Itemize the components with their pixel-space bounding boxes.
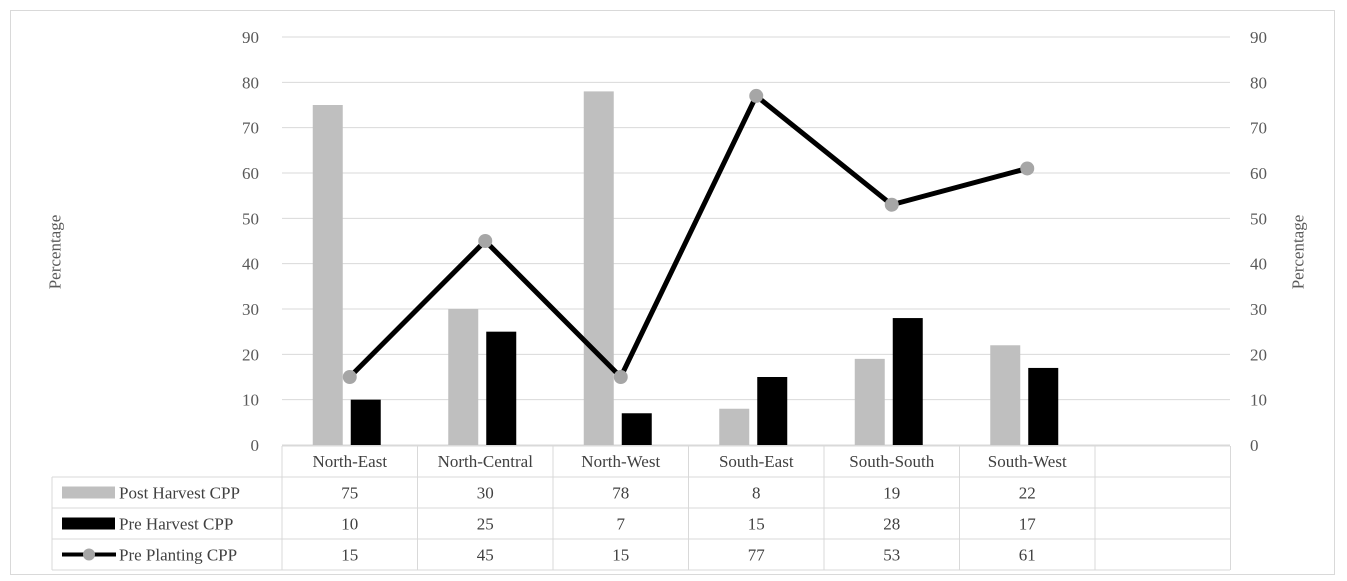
x-tick-label: South-West [988,452,1067,471]
bar-post-harvest [854,358,885,445]
bar-pre-harvest [350,399,381,445]
y-tick-label-right: 20 [1250,345,1267,364]
table-value: 75 [341,484,358,503]
point-pre-planting [613,370,628,384]
table-value: 77 [748,546,766,565]
bar-post-harvest [719,408,750,445]
y-tick-label-right: 30 [1250,300,1267,319]
table-value: 8 [752,484,761,503]
bar-pre-harvest [1028,367,1059,445]
bar-pre-harvest [757,377,788,445]
legend-key-post-harvest [62,486,115,499]
y-tick-label-right: 40 [1250,255,1267,274]
bar-pre-harvest [892,318,923,445]
point-pre-planting [1020,161,1035,176]
table-value: 22 [1019,484,1036,503]
y-tick-label-left: 50 [242,209,259,228]
table-value: 17 [1019,515,1037,534]
table-value: 10 [341,515,358,534]
table-value: 25 [477,515,494,534]
y-tick-label-right: 0 [1250,436,1259,455]
y-tick-label-left: 0 [251,436,260,455]
chart-frame [10,10,1335,575]
bar-post-harvest [990,345,1021,445]
bar-pre-harvest [621,413,652,445]
y-tick-label-right: 50 [1250,209,1267,228]
table-value: 78 [612,484,629,503]
table-value: 53 [883,546,900,565]
series-label: Pre Harvest CPP [119,515,233,534]
y-tick-label-right: 70 [1250,119,1267,138]
table-value: 30 [477,484,494,503]
y-tick-label-left: 10 [242,391,259,410]
y-tick-label-left: 80 [242,73,259,92]
y-tick-label-left: 30 [242,300,259,319]
y-tick-label-right: 10 [1250,391,1267,410]
table-value: 15 [612,546,629,565]
y-tick-label-left: 40 [242,255,259,274]
point-pre-planting [749,88,764,103]
line-pre-planting [347,93,1028,380]
bar-post-harvest [583,91,614,446]
y-tick-label-right: 60 [1250,164,1267,183]
legend-key-pre-harvest [62,517,115,530]
x-tick-label: North-Central [438,452,534,471]
table-value: 7 [617,515,626,534]
table-value: 45 [477,546,494,565]
table-value: 19 [883,484,900,503]
point-pre-planting [342,370,357,384]
table-value: 15 [341,546,358,565]
x-tick-label: South-East [719,452,794,471]
x-tick-label: North-East [312,452,387,471]
table-value: 61 [1019,546,1036,565]
y-tick-label-left: 60 [242,164,259,183]
y-tick-label-left: 90 [242,28,259,47]
table-value: 28 [883,515,900,534]
bar-pre-harvest [486,331,517,445]
y-tick-label-right: 80 [1250,73,1267,92]
x-tick-label: North-West [581,452,660,471]
point-pre-planting [884,197,899,212]
table-value: 15 [748,515,765,534]
point-pre-planting [478,234,493,248]
series-label: Pre Planting CPP [119,546,237,565]
x-tick-label: South-South [849,452,935,471]
y-tick-label-right: 90 [1250,28,1267,47]
bar-post-harvest [312,105,343,445]
legend-key-marker [83,548,95,561]
series-label: Post Harvest CPP [119,484,240,503]
y-tick-label-left: 20 [242,345,259,364]
y-tick-label-left: 70 [242,119,259,138]
bar-post-harvest [448,309,479,445]
